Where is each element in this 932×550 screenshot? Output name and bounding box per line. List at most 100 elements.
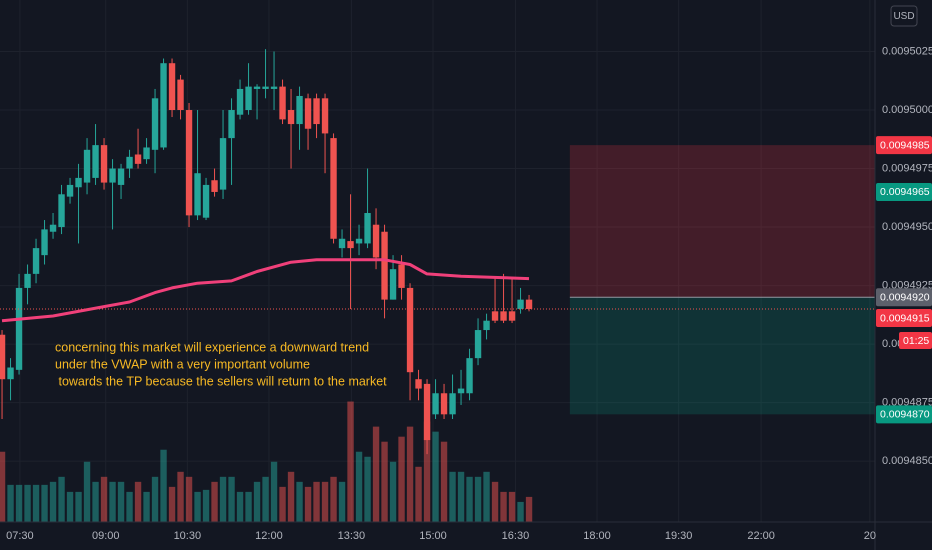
entry-label: 0.0094920 bbox=[880, 292, 930, 304]
candle-body bbox=[49, 224, 57, 232]
volume-bar bbox=[449, 471, 456, 522]
candle-body bbox=[330, 138, 337, 239]
annotation-line: towards the TP because the sellers will … bbox=[55, 374, 387, 388]
candle-body bbox=[168, 63, 176, 111]
currency-box[interactable] bbox=[890, 5, 918, 27]
candle-body bbox=[287, 110, 295, 125]
y-tick-label: 0.0094850 bbox=[882, 455, 932, 467]
y-tick-label: 0.0095025 bbox=[882, 45, 932, 57]
volume-bar bbox=[398, 436, 405, 522]
volume-bar bbox=[313, 481, 320, 522]
countdown-box bbox=[899, 331, 932, 349]
candle-body bbox=[432, 393, 439, 415]
candle-body bbox=[7, 367, 14, 380]
candle-body bbox=[457, 388, 465, 394]
vwap-line bbox=[1, 258, 530, 323]
volume-bar bbox=[185, 476, 193, 522]
candle-body bbox=[236, 88, 244, 115]
volume-bar bbox=[109, 481, 116, 522]
candle-body bbox=[440, 393, 448, 415]
volume-bar bbox=[58, 476, 65, 522]
candle-body bbox=[32, 248, 40, 274]
volume-bar bbox=[321, 481, 329, 522]
volume-bar bbox=[262, 476, 269, 522]
volume-bar bbox=[134, 481, 142, 522]
candle-body bbox=[202, 184, 210, 218]
candle-body bbox=[517, 299, 524, 309]
candle-body bbox=[41, 229, 48, 256]
volume-bar bbox=[270, 461, 278, 522]
candle-body bbox=[372, 224, 380, 258]
candle-body bbox=[143, 147, 150, 160]
volume-bar bbox=[32, 484, 40, 522]
volume-bar bbox=[143, 491, 150, 522]
candle-body bbox=[466, 358, 473, 394]
volume-bar bbox=[330, 476, 337, 522]
volume-bar bbox=[406, 426, 414, 522]
volume-bar bbox=[211, 481, 218, 522]
volume-bar bbox=[483, 471, 490, 522]
volume-bar bbox=[92, 481, 99, 522]
volume-bar bbox=[355, 451, 363, 522]
volume-bar bbox=[194, 491, 201, 522]
candle-body bbox=[364, 213, 371, 244]
candle-body bbox=[508, 311, 516, 321]
candle-body bbox=[381, 231, 388, 300]
candle-body bbox=[338, 238, 346, 249]
x-tick-label: 18:00 bbox=[583, 530, 611, 542]
volume-bar bbox=[0, 451, 6, 522]
candle-body bbox=[483, 320, 490, 331]
volume-bar bbox=[338, 481, 346, 522]
volume-bar bbox=[372, 426, 380, 522]
candle-body bbox=[219, 138, 227, 190]
candle-body bbox=[262, 86, 269, 89]
candle-body bbox=[211, 180, 218, 192]
candle-body bbox=[253, 86, 261, 89]
y-tick-label: 0.0094975 bbox=[882, 162, 932, 174]
candle-body bbox=[66, 184, 74, 197]
volume-bar bbox=[168, 486, 176, 522]
volume-bar bbox=[423, 421, 431, 522]
volume-bar bbox=[253, 481, 261, 522]
entry-label-box bbox=[876, 288, 932, 307]
annotation-line: under the VWAP with a very important vol… bbox=[55, 357, 310, 371]
candle-body bbox=[406, 287, 414, 373]
target-zone bbox=[569, 297, 875, 415]
candle-body bbox=[525, 299, 533, 309]
volume-bar bbox=[117, 481, 125, 522]
stop-label-box bbox=[876, 136, 932, 155]
candle-body bbox=[313, 98, 320, 125]
candle-body bbox=[245, 86, 252, 111]
volume-bar bbox=[517, 501, 524, 522]
volume-bar bbox=[304, 486, 312, 522]
candle-body bbox=[160, 63, 167, 148]
volume-bar bbox=[219, 476, 227, 522]
volume-bar bbox=[66, 491, 74, 522]
volume-bar bbox=[160, 449, 167, 522]
candle-body bbox=[415, 379, 422, 389]
candle-body bbox=[134, 154, 142, 164]
candle-body bbox=[279, 86, 286, 120]
volume-bar bbox=[202, 489, 210, 522]
candle-body bbox=[389, 269, 397, 300]
level-label-box bbox=[876, 182, 932, 201]
volume-bar bbox=[83, 461, 91, 522]
volume-bar bbox=[296, 481, 303, 522]
candle-body bbox=[75, 177, 82, 188]
x-tick-label: 22:00 bbox=[747, 530, 775, 542]
volume-bar bbox=[508, 491, 516, 522]
candle-body bbox=[347, 241, 354, 249]
candle-body bbox=[185, 110, 193, 216]
candle-body bbox=[500, 311, 507, 321]
y-tick-label: 0.0095000 bbox=[882, 104, 932, 116]
volume-bar bbox=[347, 401, 354, 522]
volume-bar bbox=[389, 461, 397, 522]
candle-body bbox=[126, 156, 133, 169]
annotation-line: concerning this market will experience a… bbox=[55, 340, 369, 354]
candle-body bbox=[194, 173, 201, 216]
candle-body bbox=[304, 98, 312, 129]
candle-body bbox=[398, 264, 405, 288]
volume-bar bbox=[440, 441, 448, 522]
volume-bar bbox=[75, 491, 82, 522]
